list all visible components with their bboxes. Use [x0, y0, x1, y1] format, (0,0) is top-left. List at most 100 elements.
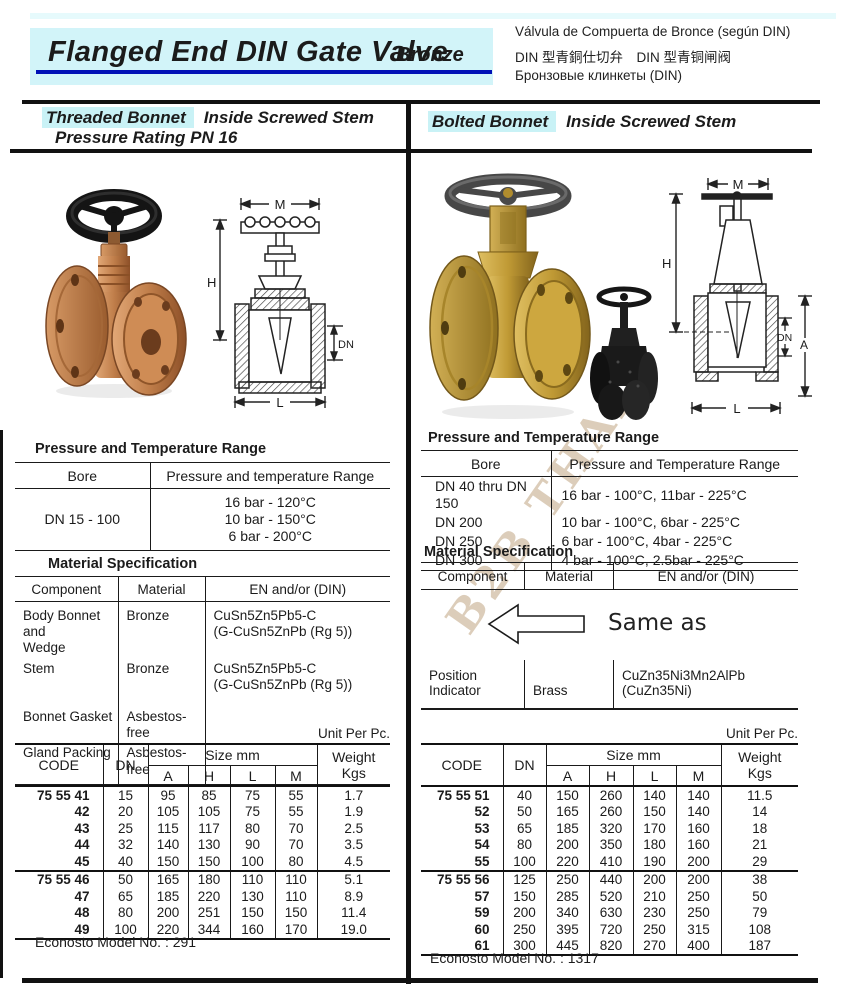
drawing-handwheel — [240, 216, 320, 234]
drawing-stem-bonnet — [254, 232, 306, 299]
col-header-range: Pressure and Temperature Range — [550, 450, 798, 477]
table-cell: 200 — [502, 904, 547, 921]
table-cell: 350 — [588, 836, 634, 853]
table-cell: 38 — [720, 870, 799, 888]
table-cell: 1.7 — [316, 786, 391, 804]
table-cell: 720 — [588, 921, 634, 938]
label-l: L — [276, 395, 283, 410]
table-cell: 110 — [229, 870, 276, 888]
right-mat-title: Material Specification — [424, 544, 574, 560]
table-row: 75 55 51 40 150 260 140 140 11.5 — [421, 786, 799, 804]
table-cell: 300 — [502, 937, 547, 955]
left-stem-type: Inside Screwed Stem — [203, 108, 374, 127]
table-cell: 140 — [675, 786, 722, 804]
table-cell: 100 — [102, 921, 149, 939]
col-header-weight: Weight Kgs — [316, 744, 391, 786]
label-m: M — [275, 197, 286, 212]
table-cell: 140 — [632, 786, 677, 804]
table-cell: 47 — [15, 888, 104, 905]
table-cell: 80 — [502, 836, 547, 853]
col-header-en: EN and/or (DIN) — [613, 563, 798, 589]
table-cell: 187 — [720, 937, 799, 955]
right-stem-type: Inside Screwed Stem — [566, 112, 737, 131]
drawing-body — [693, 291, 779, 382]
table-cell: 65 — [502, 820, 547, 837]
table-cell: 150 — [502, 888, 547, 905]
table-row: 75 55 46 50 165 180 110 110 5.1 — [15, 870, 391, 888]
table-cell: 52 — [421, 803, 504, 820]
page-title: Flanged End DIN Gate Valve — [48, 36, 449, 68]
table-cell: 70 — [274, 820, 318, 837]
title-banner — [30, 28, 493, 85]
table-cell: 630 — [588, 904, 634, 921]
col-header-weight: Weight Kgs — [720, 744, 799, 786]
table-cell: 150 — [147, 853, 189, 871]
table-cell: 105 — [147, 803, 189, 820]
table-cell: 8.9 — [316, 888, 391, 905]
translation-spanish: Válvula de Compuerta de Bronce (según DI… — [515, 24, 791, 39]
table-cell: 185 — [147, 888, 189, 905]
table-cell: 80 — [229, 820, 276, 837]
valve-yoke — [489, 205, 527, 253]
table-cell: 10 bar - 100°C, 6bar - 225°C — [550, 513, 798, 533]
table-cell: DN 300 — [435, 552, 483, 569]
table-cell: 410 — [588, 853, 634, 871]
col-header-dn: DN — [502, 744, 547, 786]
table-cell: 185 — [545, 820, 590, 837]
table-cell: 250 — [632, 921, 677, 938]
table-cell: 140 — [675, 803, 722, 820]
right-unit-note: Unit Per Pc. — [726, 726, 799, 741]
label-l: L — [733, 401, 740, 416]
table-cell: 25 — [102, 820, 149, 837]
table-cell: DN 200 — [435, 514, 483, 531]
table-cell: 16 bar - 120°C 10 bar - 150°C 6 bar - 20… — [149, 488, 390, 551]
table-cell: 21 — [720, 836, 799, 853]
table-cell: 108 — [720, 921, 799, 938]
table-row: 47 65 185 220 130 110 8.9 — [15, 888, 391, 905]
table-cell: 260 — [588, 786, 634, 804]
table-cell: Stem — [23, 660, 55, 676]
table-cell: 200 — [675, 870, 722, 888]
position-indicator-material: Brass — [524, 660, 613, 708]
table-cell: 110 — [274, 888, 318, 905]
table-cell: 285 — [545, 888, 590, 905]
title-underline — [36, 70, 492, 74]
table-cell: 95 — [147, 786, 189, 804]
table-cell: 165 — [545, 803, 590, 820]
col-header-bore: Bore — [15, 462, 150, 489]
table-row: 60 250 395 720 250 315 108 — [421, 921, 799, 938]
table-cell: 260 — [588, 803, 634, 820]
table-cell: 220 — [545, 853, 590, 871]
table-cell: DN 250 — [435, 533, 483, 550]
table-cell: Asbestos-free — [117, 694, 205, 744]
left-pt-title: Pressure and Temperature Range — [35, 441, 267, 457]
table-row: 49 100 220 344 160 170 19.0 — [15, 921, 391, 939]
table-cell: 80 — [274, 853, 318, 871]
table-cell: 75 — [229, 803, 276, 820]
table-cell: 220 — [147, 921, 189, 939]
table-row: 61 300 445 820 270 400 187 — [421, 937, 799, 955]
table-cell: 150 — [229, 904, 276, 921]
table-cell: 42 — [15, 803, 104, 820]
table-cell: 14 — [720, 803, 799, 820]
right-section-title: Bolted Bonnet Inside Screwed Stem — [428, 111, 737, 132]
table-cell: 55 — [421, 853, 504, 871]
table-cell: 4 bar - 100°C, 2.5bar - 225°C — [550, 551, 798, 571]
dimension-L — [690, 402, 782, 414]
table-cell: 160 — [675, 836, 722, 853]
table-cell: 75 — [229, 786, 276, 804]
table-cell: 40 — [102, 853, 149, 871]
label-m: M — [733, 177, 744, 192]
left-unit-note: Unit Per Pc. — [318, 726, 391, 741]
right-valve-photo — [429, 173, 591, 419]
table-cell: 125 — [502, 870, 547, 888]
table-row: 54 80 200 350 180 160 21 — [421, 836, 799, 853]
valve-bonnet — [98, 256, 130, 296]
table-row: 44 32 140 130 90 70 3.5 — [15, 836, 391, 853]
table-cell: 75 55 51 — [421, 786, 504, 804]
right-bonnet-type: Bolted Bonnet — [428, 111, 557, 132]
table-cell: 200 — [675, 853, 722, 871]
col-header-range: Pressure and temperature Range — [149, 462, 390, 489]
table-cell: 150 — [545, 786, 590, 804]
